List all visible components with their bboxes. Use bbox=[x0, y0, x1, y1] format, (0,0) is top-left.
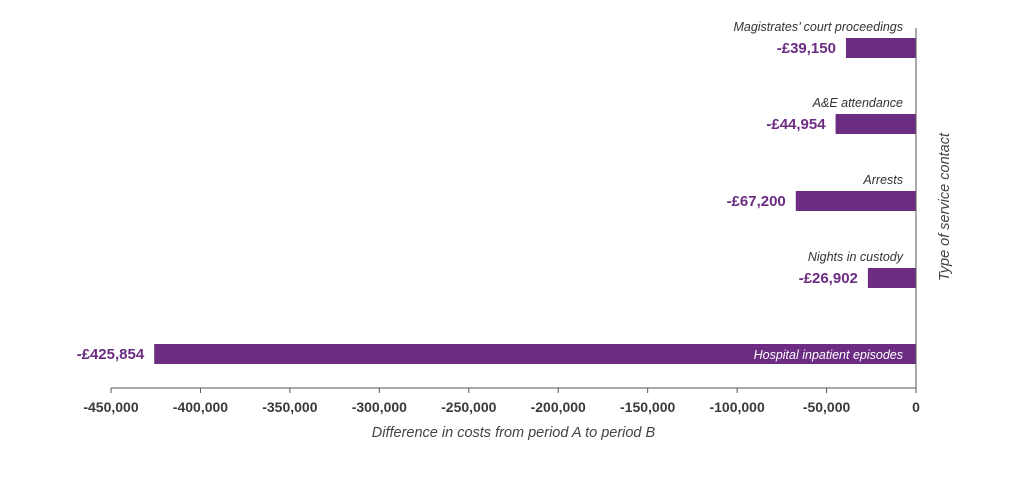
x-tick-label-0: -450,000 bbox=[83, 399, 138, 415]
bar-1 bbox=[835, 114, 916, 134]
x-tick-label-7: -100,000 bbox=[709, 399, 764, 415]
category-label-0: Magistrates’ court proceedings bbox=[733, 20, 903, 34]
x-tick-label-6: -150,000 bbox=[620, 399, 675, 415]
value-label-4: -£425,854 bbox=[77, 346, 145, 363]
x-axis-ticks: -450,000 -400,000 -350,000 -300,000 -250,000… bbox=[83, 388, 920, 415]
x-tick-label-2: -350,000 bbox=[262, 399, 317, 415]
category-label-3: Nights in custody bbox=[808, 250, 904, 264]
category-label-4: Hospital inpatient episodes bbox=[754, 348, 903, 362]
value-label-1: -£44,954 bbox=[766, 116, 826, 133]
x-tick-label-3: -300,000 bbox=[352, 399, 407, 415]
bars-layer bbox=[154, 38, 916, 364]
x-tick-label-4: -250,000 bbox=[441, 399, 496, 415]
bar-3 bbox=[867, 268, 916, 288]
bar-2 bbox=[795, 191, 916, 211]
x-axis-title: Difference in costs from period A to per… bbox=[372, 425, 656, 441]
value-label-0: -£39,150 bbox=[777, 40, 836, 57]
value-label-2: -£67,200 bbox=[727, 193, 786, 210]
bar-0 bbox=[845, 38, 916, 58]
value-label-3: -£26,902 bbox=[799, 270, 858, 287]
category-label-1: A&E attendance bbox=[812, 96, 903, 110]
x-tick-label-9: 0 bbox=[912, 399, 920, 415]
bar-4 bbox=[154, 344, 916, 364]
x-tick-label-5: -200,000 bbox=[531, 399, 586, 415]
x-tick-label-1: -400,000 bbox=[173, 399, 228, 415]
y-axis-title: Type of service contact bbox=[937, 132, 953, 281]
category-label-2: Arrests bbox=[862, 173, 903, 187]
x-tick-label-8: -50,000 bbox=[803, 399, 851, 415]
labels-layer: -£39,150 Magistrates’ court proceedings -£… bbox=[77, 20, 904, 363]
